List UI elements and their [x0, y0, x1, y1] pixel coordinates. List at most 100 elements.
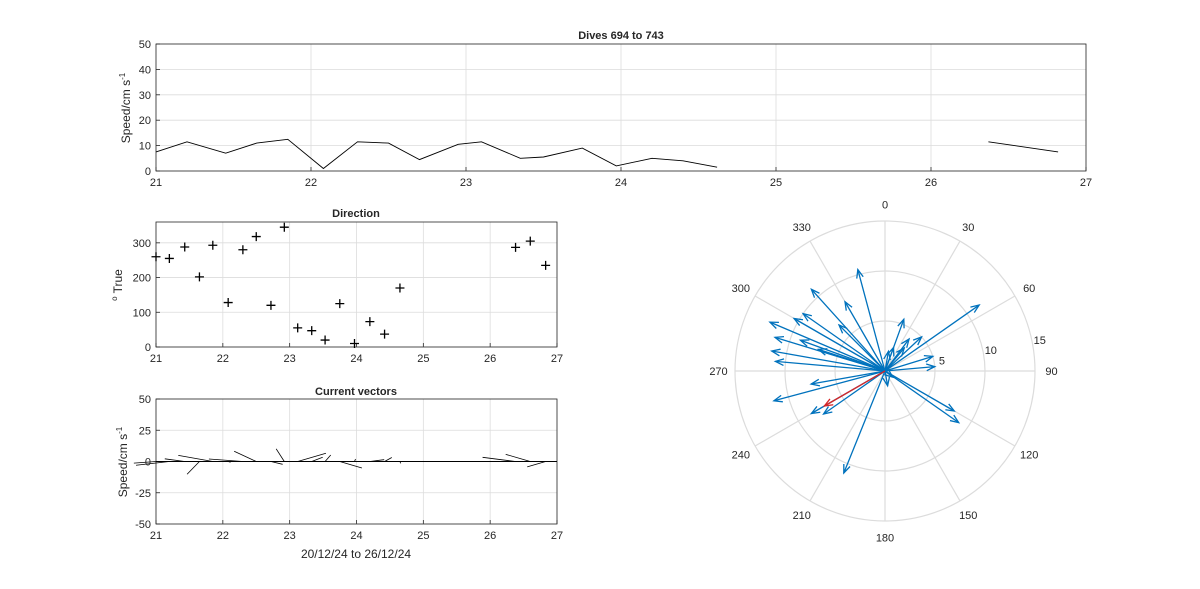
- current-vector-stick: [275, 448, 285, 462]
- x-tick-label: 27: [551, 353, 563, 365]
- current-vector-stick: [297, 452, 327, 462]
- polar-current-vector: [838, 324, 886, 372]
- polar-current-vector-head: [773, 358, 785, 367]
- vectors-stick-marks: [133, 448, 557, 475]
- polar-mean-vector-head: [822, 398, 834, 407]
- y-tick-label: 25: [139, 425, 151, 437]
- polar-vector-marks: [768, 267, 981, 475]
- direction-point: [266, 300, 276, 310]
- y-tick-label: 200: [133, 273, 151, 285]
- direction-point: [320, 335, 330, 345]
- current-vector-stick: [482, 456, 516, 462]
- direction-point: [293, 323, 303, 333]
- polar-current-vector: [774, 336, 886, 372]
- polar-current-vector: [843, 370, 886, 474]
- polar-current-vector: [884, 370, 889, 386]
- polar-current-vector: [810, 288, 886, 372]
- y-tick-label: 40: [139, 64, 151, 76]
- x-tick-label: 24: [350, 530, 362, 542]
- polar-angle-label: 0: [882, 200, 888, 212]
- x-tick-label: 25: [770, 177, 782, 189]
- x-tick-label: 21: [150, 353, 162, 365]
- direction-point: [525, 236, 535, 246]
- current-vector-stick: [311, 456, 323, 462]
- vectors-chart-title: Current vectors: [315, 386, 397, 398]
- current-vector-stick: [505, 453, 531, 462]
- x-tick-label: 23: [284, 530, 296, 542]
- x-tick-label: 23: [460, 177, 472, 189]
- x-tick-label: 22: [217, 353, 229, 365]
- direction-point: [395, 283, 405, 293]
- speed-y-axis-label: Speed/cm s-1: [118, 72, 133, 143]
- polar-current-vector-head: [945, 403, 956, 412]
- current-vector-stick: [527, 461, 546, 468]
- vectors-y-axis-label: Speed/cm s-1: [115, 426, 130, 497]
- speed-timeseries-panel: 21 22 23 24 25 26 27 0 10 20 30 40 50 Dives 694 to 7…: [118, 30, 1092, 189]
- current-vector-stick: [186, 461, 200, 475]
- direction-point: [194, 272, 204, 282]
- direction-scatter-panel: 21 22 23 24 25 26 27 0 100 200 300 Direction oTrue: [110, 208, 563, 365]
- speed-tick-labels: 21 22 23 24 25 26 27 0 10 20 30 40 50: [139, 39, 1092, 189]
- polar-current-vector-head: [798, 339, 810, 347]
- polar-current-vector-head: [809, 406, 821, 415]
- current-vector-stick: [133, 461, 157, 464]
- polar-current-vector: [844, 301, 886, 372]
- polar-current-vector: [884, 347, 905, 372]
- polar-current-vector: [771, 350, 886, 372]
- current-vector-stick: [208, 458, 243, 462]
- current-vector-stick: [228, 461, 231, 463]
- direction-point-marks: [151, 222, 551, 349]
- x-tick-label: 23: [284, 353, 296, 365]
- polar-current-vector-head: [843, 463, 851, 475]
- y-tick-label: 0: [145, 166, 151, 178]
- polar-current-vector: [802, 313, 886, 372]
- x-tick-label: 26: [484, 353, 496, 365]
- current-vectors-panel: 21 22 23 24 25 26 27 -50 -25 0 25 50 Current vector…: [115, 386, 563, 561]
- polar-current-vector: [811, 370, 886, 385]
- y-tick-label: 0: [145, 457, 151, 469]
- current-vector-stick: [164, 458, 185, 462]
- current-vector-stick: [234, 450, 257, 462]
- polar-current-vector-head: [897, 317, 905, 329]
- polar-current-vector: [884, 365, 935, 372]
- polar-current-vector: [884, 336, 923, 372]
- y-tick-label: 0: [145, 342, 151, 354]
- polar-current-vector-head: [773, 335, 785, 344]
- polar-current-vector-head: [882, 376, 891, 388]
- polar-current-vector-head: [926, 363, 937, 372]
- polar-current-vector-head: [970, 304, 981, 313]
- direction-point: [238, 245, 248, 255]
- polar-current-vector: [775, 360, 886, 372]
- current-vector-stick: [369, 459, 385, 462]
- polar-current-vector-head: [768, 321, 779, 329]
- x-tick-label: 25: [417, 530, 429, 542]
- polar-current-vector-head: [809, 378, 821, 387]
- polar-current-vector-head: [923, 354, 935, 363]
- polar-current-vector: [884, 347, 895, 372]
- polar-current-vector: [769, 321, 886, 372]
- polar-tick-labels: 0 30 60 90 120 150 180 210 240 270 300 330 5 10 15: [709, 200, 1057, 545]
- polar-angle-label: 330: [793, 222, 811, 234]
- polar-spoke: [884, 370, 961, 502]
- direction-y-axis-label: oTrue: [110, 269, 125, 301]
- polar-radius-label: 10: [985, 345, 997, 357]
- direction-point: [223, 298, 233, 308]
- vectors-tick-labels: 21 22 23 24 25 26 27 -50 -25 0 25 50: [135, 394, 563, 542]
- y-tick-label: 300: [133, 238, 151, 250]
- polar-current-vector-head: [810, 287, 820, 298]
- current-vector-stick: [324, 454, 332, 462]
- x-tick-label: 24: [350, 353, 362, 365]
- polar-angle-label: 60: [1023, 283, 1035, 295]
- direction-point: [541, 260, 551, 270]
- polar-current-vector: [800, 339, 886, 372]
- x-tick-label: 26: [484, 530, 496, 542]
- x-tick-label: 22: [217, 530, 229, 542]
- x-tick-label: 25: [417, 353, 429, 365]
- polar-current-vector-head: [844, 300, 853, 311]
- polar-angle-label: 270: [709, 366, 727, 378]
- direction-chart-title: Direction: [332, 208, 380, 220]
- direction-point: [251, 232, 261, 242]
- speed-axes-box: [155, 43, 1087, 172]
- direction-point: [335, 299, 345, 309]
- direction-tick-labels: 21 22 23 24 25 26 27 0 100 200 300: [133, 238, 563, 365]
